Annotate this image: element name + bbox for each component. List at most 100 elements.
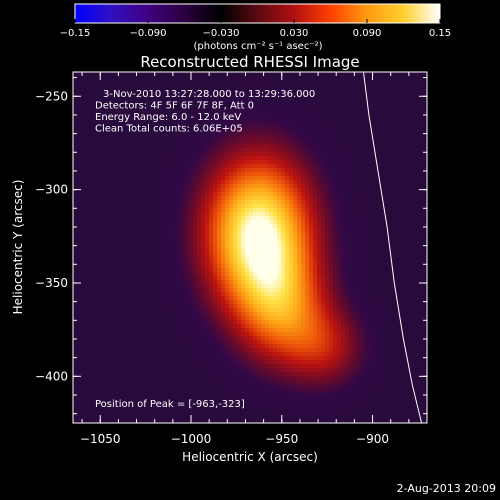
heatmap-cell [241,200,246,205]
heatmap-cell [281,208,286,213]
heatmap-cell [81,88,86,93]
heatmap-cell [273,252,278,257]
heatmap-cell [337,184,342,189]
heatmap-cell [241,128,246,133]
heatmap-cell [321,172,326,177]
heatmap-cell [237,224,242,229]
heatmap-cell [225,240,230,245]
heatmap-cell [81,116,86,121]
heatmap-cell [397,140,402,145]
heatmap-cell [325,88,330,93]
heatmap-cell [121,84,126,89]
heatmap-cell [413,208,418,213]
heatmap-cell [117,248,122,253]
heatmap-cell [197,180,202,185]
heatmap-cell [145,212,150,217]
heatmap-cell [125,180,130,185]
heatmap-cell [229,164,234,169]
heatmap-cell [337,88,342,93]
heatmap-cell [133,140,138,145]
heatmap-cell [353,92,358,97]
heatmap-cell [177,140,182,145]
heatmap-cell [277,236,282,241]
heatmap-cell [237,268,242,273]
heatmap-cell [217,252,222,257]
heatmap-cell [397,276,402,281]
heatmap-cell [225,280,230,285]
heatmap-cell [189,120,194,125]
heatmap-cell [297,208,302,213]
heatmap-cell [301,144,306,149]
heatmap-cell [421,208,426,213]
heatmap-cell [133,116,138,121]
heatmap-cell [165,96,170,101]
heatmap-cell [397,176,402,181]
heatmap-cell [149,216,154,221]
heatmap-cell [213,236,218,241]
heatmap-cell [221,224,226,229]
heatmap-cell [85,164,90,169]
heatmap-cell [425,220,427,225]
heatmap-cell [269,196,274,201]
heatmap-cell [105,196,110,201]
heatmap-cell [141,276,146,281]
heatmap-cell [105,160,110,165]
heatmap-cell [73,108,78,113]
heatmap-cell [281,76,286,81]
heatmap-cell [357,216,362,221]
heatmap-cell [177,216,182,221]
heatmap-cell [221,112,226,117]
heatmap-cell [213,76,218,81]
heatmap-cell [341,252,346,257]
heatmap-cell [125,72,130,77]
heatmap-cell [85,244,90,249]
heatmap-cell [109,216,114,221]
heatmap-cell [137,232,142,237]
heatmap-cell [229,236,234,241]
heatmap-cell [105,172,110,177]
heatmap-cell [261,164,266,169]
heatmap-cell [353,108,358,113]
heatmap-cell [205,240,210,245]
heatmap-cell [245,244,250,249]
heatmap-cell [201,96,206,101]
heatmap-cell [97,272,102,277]
heatmap-cell [321,132,326,137]
heatmap-cell [361,240,366,245]
heatmap-cell [193,240,198,245]
heatmap-cell [309,88,314,93]
heatmap-cell [389,72,394,77]
heatmap-cell [145,192,150,197]
heatmap-cell [293,140,298,145]
heatmap-cell [177,212,182,217]
heatmap-cell [417,164,422,169]
heatmap-cell [321,256,326,261]
heatmap-cell [217,152,222,157]
heatmap-cell [249,248,254,253]
heatmap-cell [89,288,94,293]
heatmap-cell [353,180,358,185]
heatmap-cell [301,176,306,181]
heatmap-cell [309,260,314,265]
heatmap-cell [261,100,266,105]
heatmap-cell [233,104,238,109]
heatmap-cell [269,252,274,257]
heatmap-cell [133,88,138,93]
heatmap-cell [121,212,126,217]
heatmap-cell [225,132,230,137]
heatmap-cell [177,176,182,181]
heatmap-cell [381,240,386,245]
heatmap-cell [93,112,98,117]
heatmap-cell [121,248,126,253]
heatmap-cell [301,276,306,281]
heatmap-cell [261,148,266,153]
heatmap-cell [145,288,150,293]
heatmap-cell [297,184,302,189]
heatmap-cell [405,72,410,77]
heatmap-cell [201,224,206,229]
heatmap-cell [305,80,310,85]
heatmap-cell [165,196,170,201]
heatmap-cell [113,116,118,121]
heatmap-cell [393,216,398,221]
heatmap-cell [417,272,422,277]
